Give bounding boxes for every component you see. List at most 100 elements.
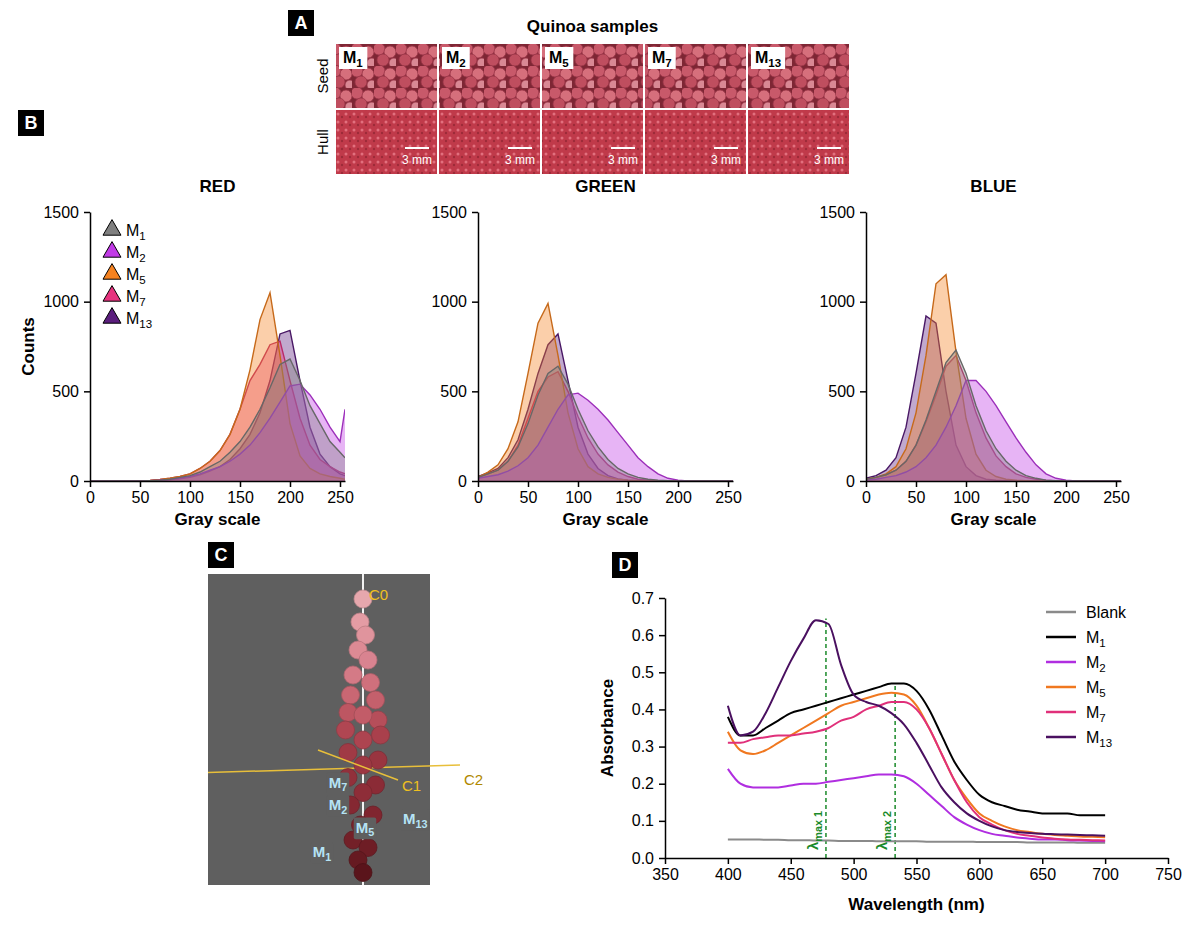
tick-label: 150 bbox=[1003, 489, 1030, 506]
legend-label: M5 bbox=[126, 266, 146, 286]
panel-letter-box bbox=[288, 10, 314, 36]
tick-label: 250 bbox=[327, 489, 354, 506]
tick: 650 bbox=[1029, 858, 1056, 883]
tick-label: 500 bbox=[828, 383, 855, 400]
legend-label: M1 bbox=[126, 222, 146, 242]
legend-item: M2 bbox=[103, 242, 146, 264]
legend-marker bbox=[103, 220, 121, 236]
area bbox=[866, 350, 1121, 481]
tick-mark bbox=[659, 821, 665, 823]
tick-mark bbox=[1168, 858, 1170, 864]
tick-label: 700 bbox=[1092, 866, 1119, 883]
tick-label: 0 bbox=[846, 473, 855, 490]
tick-mark bbox=[1066, 481, 1068, 487]
tick: 0.3 bbox=[632, 738, 665, 755]
plot-frame bbox=[208, 574, 430, 885]
legend-item: M13 bbox=[103, 308, 152, 330]
axis-line bbox=[866, 213, 868, 482]
annotation-line bbox=[894, 683, 896, 858]
tick: 100 bbox=[953, 481, 980, 506]
legend-marker bbox=[103, 242, 121, 258]
tick-mark bbox=[1016, 481, 1018, 487]
tick-mark bbox=[659, 672, 665, 674]
tick-label: 400 bbox=[715, 866, 742, 883]
tick: 150 bbox=[1003, 481, 1030, 506]
tick-label: 50 bbox=[132, 489, 150, 506]
tick: 700 bbox=[1092, 858, 1119, 883]
line bbox=[478, 303, 733, 481]
point bbox=[337, 721, 355, 739]
label-patch bbox=[401, 809, 430, 831]
tick-label: 500 bbox=[52, 383, 79, 400]
tick-label: 1500 bbox=[431, 204, 467, 221]
point bbox=[367, 691, 385, 709]
tick-label: 750 bbox=[1155, 866, 1182, 883]
xticks-axis: 050100150200250 bbox=[862, 481, 1130, 506]
area bbox=[866, 275, 1121, 481]
tick: 1500 bbox=[43, 204, 90, 221]
area bbox=[90, 359, 345, 481]
tick: 50 bbox=[520, 481, 538, 506]
figure: Quinoa samplesSeedM1M2M5M7M13Hull3 mm3 m… bbox=[0, 0, 1204, 930]
legend-swatch bbox=[1046, 711, 1076, 714]
tick-label: 0.0 bbox=[632, 850, 654, 867]
projection-axis bbox=[208, 765, 460, 773]
sample-label: M2 bbox=[446, 49, 466, 69]
sample-label-box bbox=[751, 47, 785, 69]
tick-label: 0.2 bbox=[632, 775, 654, 792]
legend-item: M5 bbox=[103, 264, 146, 286]
tick-label: 150 bbox=[227, 489, 254, 506]
tick-mark bbox=[659, 858, 665, 860]
tick: 250 bbox=[715, 481, 742, 506]
tick: 150 bbox=[227, 481, 254, 506]
label-patch bbox=[311, 842, 334, 864]
tick-label: 550 bbox=[904, 866, 931, 883]
tick-mark bbox=[578, 481, 580, 487]
label-patch bbox=[327, 773, 350, 795]
tick-label: 50 bbox=[908, 489, 926, 506]
tick-mark bbox=[472, 301, 478, 303]
tick: 0 bbox=[846, 473, 866, 490]
sample-image bbox=[748, 110, 849, 174]
tick: 500 bbox=[828, 383, 866, 400]
tick-label: 100 bbox=[953, 489, 980, 506]
yticks-axis: 050010001500 bbox=[43, 204, 90, 490]
tick-label: 0.7 bbox=[632, 590, 654, 607]
sample-label-box bbox=[545, 47, 573, 69]
tick: 500 bbox=[440, 383, 478, 400]
tick: 1000 bbox=[819, 293, 866, 310]
tick-label: 200 bbox=[277, 489, 304, 506]
axis-line bbox=[478, 213, 480, 482]
tick-mark bbox=[659, 635, 665, 637]
tick-label: 1000 bbox=[819, 293, 855, 310]
tick-label: 50 bbox=[520, 489, 538, 506]
line bbox=[728, 620, 1105, 835]
sample-label-box bbox=[442, 47, 470, 69]
sample-image bbox=[645, 44, 746, 108]
yticks-axis: 050010001500 bbox=[819, 204, 866, 490]
line bbox=[866, 350, 1121, 481]
tick-label: 150 bbox=[615, 489, 642, 506]
tick: 200 bbox=[665, 481, 692, 506]
tick: 50 bbox=[908, 481, 926, 506]
tick: 100 bbox=[565, 481, 592, 506]
tick-label: 450 bbox=[778, 866, 805, 883]
tick: 550 bbox=[904, 858, 931, 883]
scale-bar-label: 3 mm bbox=[608, 153, 638, 167]
area bbox=[478, 303, 733, 481]
yticks-axis: 0.00.10.20.30.40.50.60.7 bbox=[632, 590, 666, 867]
point bbox=[354, 864, 372, 882]
axis-line bbox=[479, 481, 734, 483]
tick-label: 0 bbox=[458, 473, 467, 490]
line bbox=[478, 334, 733, 481]
tick-mark bbox=[860, 391, 866, 393]
scale-bar-label: 3 mm bbox=[402, 153, 432, 167]
tick-mark bbox=[84, 481, 90, 483]
tick-mark bbox=[472, 481, 478, 483]
tick-mark bbox=[240, 481, 242, 487]
panel-letter-text: A bbox=[295, 13, 308, 33]
chart-title: RED bbox=[200, 177, 236, 196]
x-axis-title: Gray scale bbox=[174, 510, 260, 529]
tick-label: 0.6 bbox=[632, 627, 654, 644]
sample-image bbox=[336, 110, 437, 174]
